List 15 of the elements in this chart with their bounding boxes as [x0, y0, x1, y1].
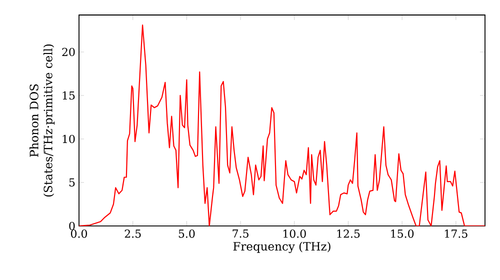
x-tick-label: 7.5	[232, 230, 248, 238]
x-tick-label: 2.5	[124, 230, 141, 238]
y-tick-label: 0	[69, 222, 75, 230]
x-tick-label: 17.5	[445, 230, 468, 238]
y-tick-label: 5	[69, 178, 75, 187]
x-tick-label: 10.0	[283, 230, 306, 238]
x-tick-label: 15.0	[391, 230, 414, 238]
y-axis-title: Phonon DOS (States/THz·primitive cell)	[29, 44, 55, 197]
x-tick-label: 12.5	[337, 230, 360, 238]
y-tick-label: 15	[62, 91, 75, 100]
x-axis-title: Frequency (THz)	[233, 242, 330, 253]
y-tick-label: 20	[62, 48, 75, 56]
x-tick-label: 5.0	[178, 230, 195, 238]
y-tick-label: 10	[62, 134, 75, 144]
x-tick-label: 0.0	[70, 230, 88, 238]
